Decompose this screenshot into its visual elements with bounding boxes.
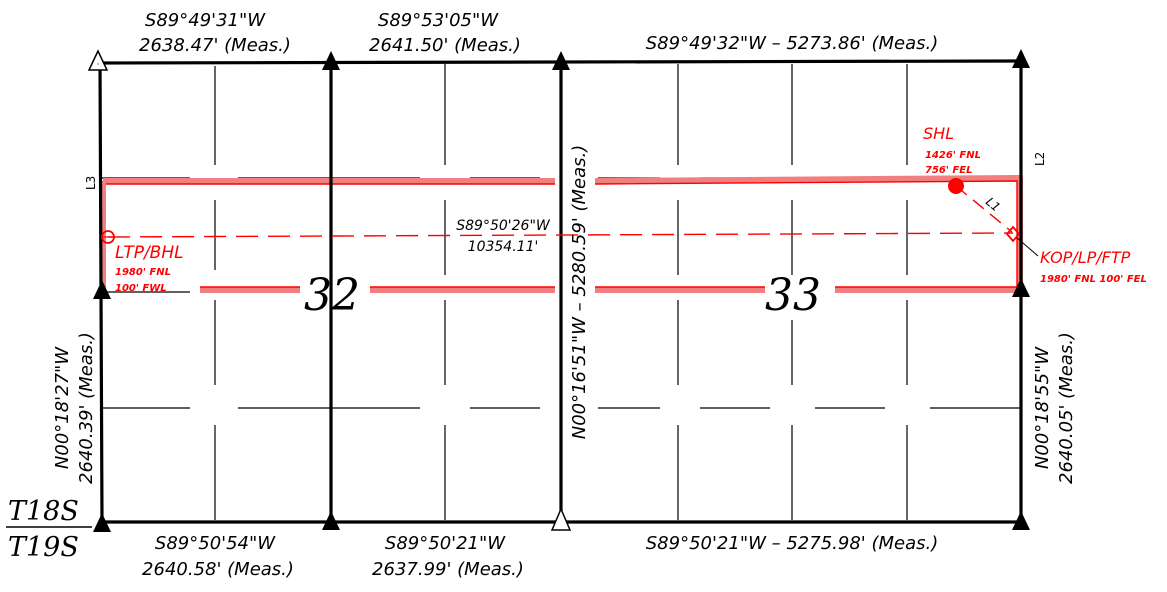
lateral-path	[107, 232, 1014, 238]
lateral-bearing: S89°50'26"W	[456, 218, 551, 234]
center-call: N00°16'51"W – 5280.59' (Meas.)	[569, 145, 590, 440]
section-number-32: 32	[304, 270, 360, 321]
monuments: ·	[87, 49, 1030, 532]
top-left-distance: 2638.47' (Meas.)	[139, 35, 291, 56]
triangle-filled-icon	[552, 51, 570, 70]
east-distance: 2640.05' (Meas.)	[1056, 332, 1077, 484]
triangle-filled-icon	[1012, 278, 1030, 297]
bottom-mid-bearing: S89°50'21"W	[385, 533, 506, 554]
kop-title: KOP/LP/FTP	[1040, 248, 1131, 267]
l1-path	[955, 185, 1013, 233]
township-south: T19S	[8, 532, 79, 563]
top-mid-distance: 2641.50' (Meas.)	[369, 35, 521, 56]
triangle-open-icon	[87, 49, 109, 71]
bottom-right-call: S89°50'21"W – 5275.98' (Meas.)	[646, 533, 939, 554]
top-mid-bearing: S89°53'05"W	[378, 10, 499, 31]
shl-line1: 1426' FNL	[925, 150, 981, 161]
township-north: T18S	[8, 496, 79, 527]
kop-marker-icon	[1005, 225, 1021, 243]
triangle-filled-icon	[1012, 49, 1030, 68]
shl-marker-icon	[948, 178, 964, 194]
west-bearing: N00°18'27"W	[52, 346, 73, 469]
triangle-filled-icon	[322, 51, 340, 70]
kop-line1: 1980' FNL 100' FEL	[1040, 274, 1147, 285]
triangle-filled-icon	[93, 280, 111, 299]
bottom-mid-distance: 2637.99' (Meas.)	[372, 559, 524, 580]
svg-text:·: ·	[97, 60, 100, 70]
kop-leader	[1015, 236, 1039, 257]
triangle-filled-icon	[322, 511, 340, 530]
triangle-filled-icon	[93, 513, 111, 532]
triangle-open-icon	[550, 507, 572, 531]
lateral-distance: 10354.11'	[468, 239, 539, 255]
west-distance: 2640.39' (Meas.)	[76, 332, 97, 484]
l3-label: L3	[84, 176, 98, 190]
l1-label: L1	[983, 195, 1003, 215]
l2-label: L2	[1033, 152, 1047, 166]
bhl-title: LTP/BHL	[115, 243, 184, 263]
shl-line2: 756' FEL	[925, 165, 972, 176]
top-right-call: S89°49'32"W – 5273.86' (Meas.)	[646, 33, 939, 54]
bottom-left-distance: 2640.58' (Meas.)	[142, 559, 294, 580]
triangle-filled-icon	[1012, 511, 1030, 530]
bhl-line2: 100' FWL	[115, 283, 167, 294]
section-number-33: 33	[765, 270, 821, 321]
top-left-bearing: S89°49'31"W	[145, 10, 266, 31]
east-bearing: N00°18'55"W	[1032, 346, 1053, 469]
bottom-left-bearing: S89°50'54"W	[155, 533, 276, 554]
shl-title: SHL	[923, 124, 954, 143]
bhl-line1: 1980' FNL	[115, 267, 171, 278]
